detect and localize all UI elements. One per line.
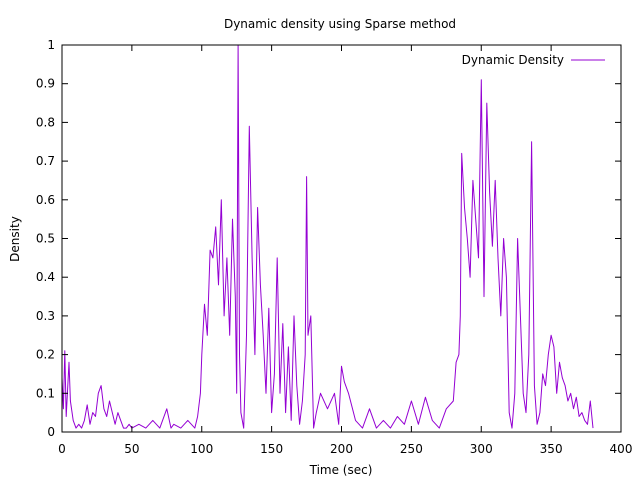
x-tick-label: 250 (400, 442, 423, 456)
x-tick-label: 350 (540, 442, 563, 456)
y-tick-label: 0 (47, 425, 55, 439)
y-axis: 0 0.1 0.2 0.3 0.4 0.5 0.6 0.7 0.8 0.9 1 (36, 38, 621, 439)
x-tick-label: 50 (124, 442, 139, 456)
x-tick-label: 100 (190, 442, 213, 456)
plot-series (61, 44, 594, 429)
y-tick-label: 1 (47, 38, 55, 52)
x-tick-label: 400 (610, 442, 633, 456)
x-tick-label: 200 (330, 442, 353, 456)
x-axis: 0 50 100 150 200 250 300 350 400 (58, 45, 632, 456)
y-tick-label: 0.8 (36, 115, 55, 129)
y-tick-label: 0.5 (36, 232, 55, 246)
x-tick-label: 300 (470, 442, 493, 456)
legend-label: Dynamic Density (462, 53, 564, 67)
x-tick-label: 0 (58, 442, 66, 456)
legend: Dynamic Density (462, 53, 605, 67)
x-tick-label: 150 (260, 442, 283, 456)
chart-title: Dynamic density using Sparse method (224, 17, 456, 31)
y-tick-label: 0.3 (36, 309, 55, 323)
y-tick-label: 0.7 (36, 154, 55, 168)
y-tick-label: 0.2 (36, 348, 55, 362)
y-tick-label: 0.6 (36, 193, 55, 207)
x-axis-label: Time (sec) (309, 463, 373, 477)
y-tick-label: 0.4 (36, 270, 55, 284)
y-tick-label: 0.1 (36, 386, 55, 400)
y-tick-label: 0.9 (36, 77, 55, 91)
y-axis-label: Density (8, 216, 22, 262)
series-line-dynamic-density (61, 44, 594, 429)
